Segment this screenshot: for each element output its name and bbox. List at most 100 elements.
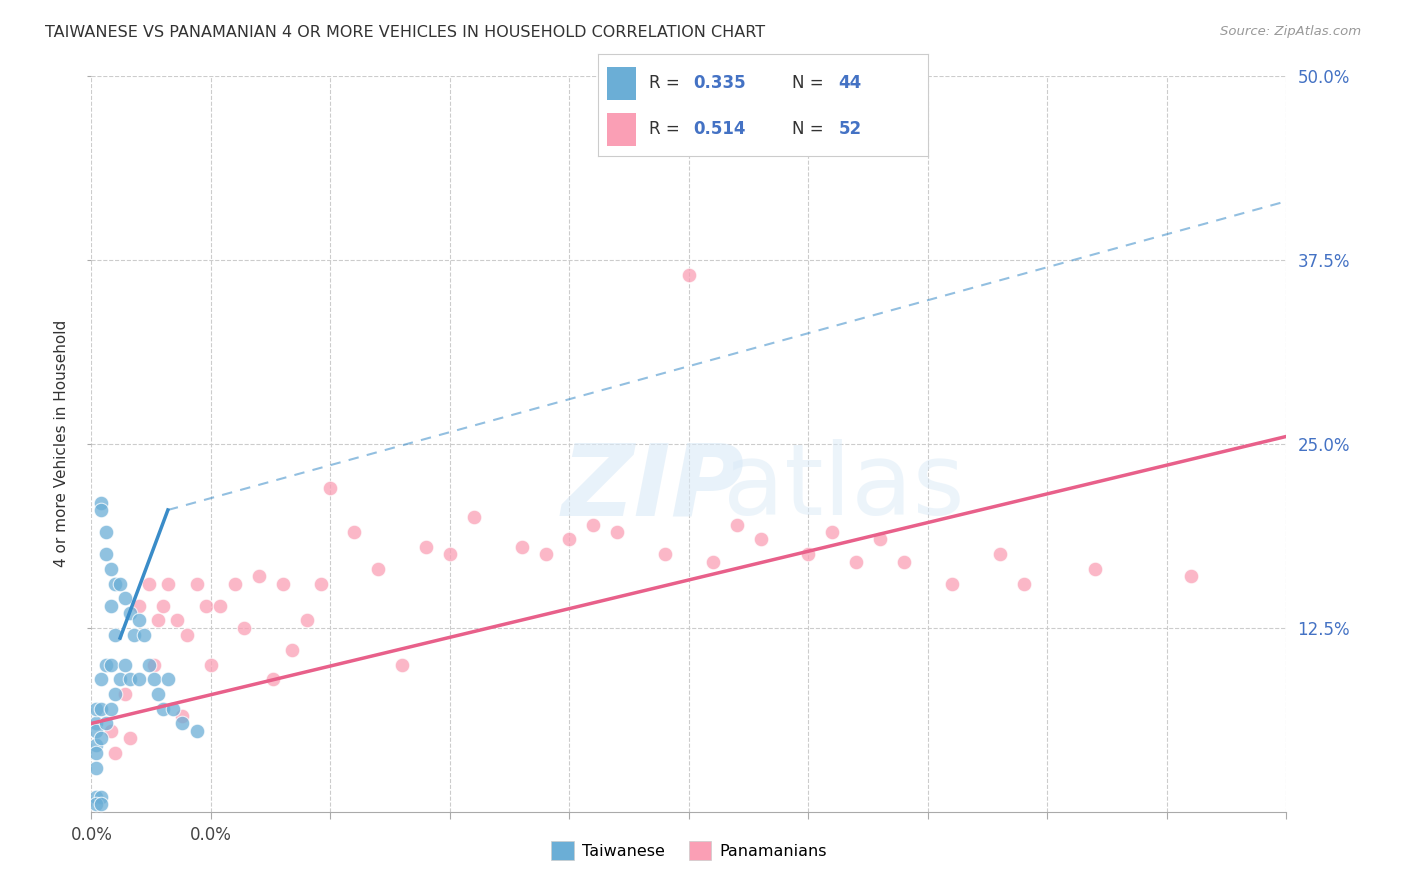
Point bbox=[142, 673, 165, 687]
Point bbox=[247, 569, 270, 583]
Point bbox=[94, 547, 117, 561]
Point bbox=[90, 503, 112, 517]
Point bbox=[195, 599, 218, 613]
Point bbox=[104, 746, 127, 760]
Point bbox=[262, 673, 284, 687]
Point bbox=[654, 547, 676, 561]
Point bbox=[582, 517, 605, 532]
Point bbox=[702, 554, 724, 569]
Point bbox=[186, 723, 208, 738]
Point bbox=[118, 673, 141, 687]
Point bbox=[94, 716, 117, 731]
Point bbox=[200, 657, 222, 672]
Point bbox=[725, 517, 748, 532]
Point bbox=[100, 562, 122, 576]
Text: R =: R = bbox=[648, 74, 685, 92]
Point bbox=[118, 731, 141, 746]
Point bbox=[606, 524, 628, 539]
Point bbox=[148, 687, 170, 701]
Point bbox=[319, 481, 342, 495]
Point bbox=[309, 576, 332, 591]
Point bbox=[104, 576, 127, 591]
Point bbox=[104, 687, 127, 701]
Text: 52: 52 bbox=[839, 120, 862, 138]
Text: Source: ZipAtlas.com: Source: ZipAtlas.com bbox=[1220, 25, 1361, 38]
Text: 0.514: 0.514 bbox=[693, 120, 745, 138]
Point bbox=[114, 687, 136, 701]
Point bbox=[271, 576, 294, 591]
Point bbox=[84, 739, 107, 753]
Point bbox=[128, 673, 150, 687]
Point bbox=[845, 554, 868, 569]
Text: ZIP: ZIP bbox=[561, 440, 745, 536]
Point bbox=[281, 642, 304, 657]
Point bbox=[558, 533, 581, 547]
Point bbox=[132, 628, 155, 642]
Point bbox=[118, 606, 141, 620]
Point bbox=[367, 562, 389, 576]
Point bbox=[90, 496, 112, 510]
Text: N =: N = bbox=[793, 120, 830, 138]
Point bbox=[138, 576, 160, 591]
Point bbox=[295, 614, 318, 628]
Point bbox=[391, 657, 413, 672]
Point bbox=[84, 701, 107, 715]
Point bbox=[439, 547, 461, 561]
Point bbox=[162, 701, 184, 715]
Point bbox=[94, 657, 117, 672]
Point bbox=[463, 510, 485, 524]
Point bbox=[104, 628, 127, 642]
Point bbox=[749, 533, 772, 547]
Point bbox=[108, 673, 131, 687]
FancyBboxPatch shape bbox=[607, 67, 636, 100]
Point bbox=[1084, 562, 1107, 576]
Point bbox=[124, 628, 146, 642]
Y-axis label: 4 or more Vehicles in Household: 4 or more Vehicles in Household bbox=[55, 320, 69, 567]
Point bbox=[152, 599, 174, 613]
Point bbox=[172, 709, 194, 723]
FancyBboxPatch shape bbox=[607, 113, 636, 145]
Point bbox=[224, 576, 246, 591]
Point bbox=[166, 614, 188, 628]
Point bbox=[186, 576, 208, 591]
Point bbox=[100, 701, 122, 715]
Point bbox=[128, 599, 150, 613]
Point bbox=[797, 547, 820, 561]
Point bbox=[84, 797, 107, 812]
Point bbox=[176, 628, 198, 642]
Point bbox=[156, 673, 179, 687]
Point bbox=[90, 797, 112, 812]
Point bbox=[893, 554, 915, 569]
Point bbox=[128, 614, 150, 628]
Point bbox=[84, 790, 107, 805]
Point bbox=[172, 716, 194, 731]
Point bbox=[84, 746, 107, 760]
Point bbox=[209, 599, 232, 613]
Point bbox=[84, 723, 107, 738]
Point bbox=[152, 701, 174, 715]
Text: 44: 44 bbox=[839, 74, 862, 92]
Point bbox=[90, 731, 112, 746]
Point bbox=[988, 547, 1011, 561]
Point bbox=[415, 540, 437, 554]
Text: N =: N = bbox=[793, 74, 830, 92]
Point bbox=[821, 524, 844, 539]
Point bbox=[148, 614, 170, 628]
Point bbox=[1012, 576, 1035, 591]
Point bbox=[108, 576, 131, 591]
Text: 0.335: 0.335 bbox=[693, 74, 747, 92]
Point bbox=[343, 524, 366, 539]
Point bbox=[138, 657, 160, 672]
Point bbox=[941, 576, 963, 591]
Point bbox=[678, 268, 700, 282]
Text: atlas: atlas bbox=[724, 440, 965, 536]
Point bbox=[90, 701, 112, 715]
Point bbox=[100, 657, 122, 672]
Text: R =: R = bbox=[648, 120, 685, 138]
Point bbox=[869, 533, 891, 547]
Point bbox=[90, 790, 112, 805]
Legend: Taiwanese, Panamanians: Taiwanese, Panamanians bbox=[546, 835, 832, 866]
Point bbox=[94, 524, 117, 539]
Point bbox=[90, 673, 112, 687]
Point bbox=[1180, 569, 1202, 583]
